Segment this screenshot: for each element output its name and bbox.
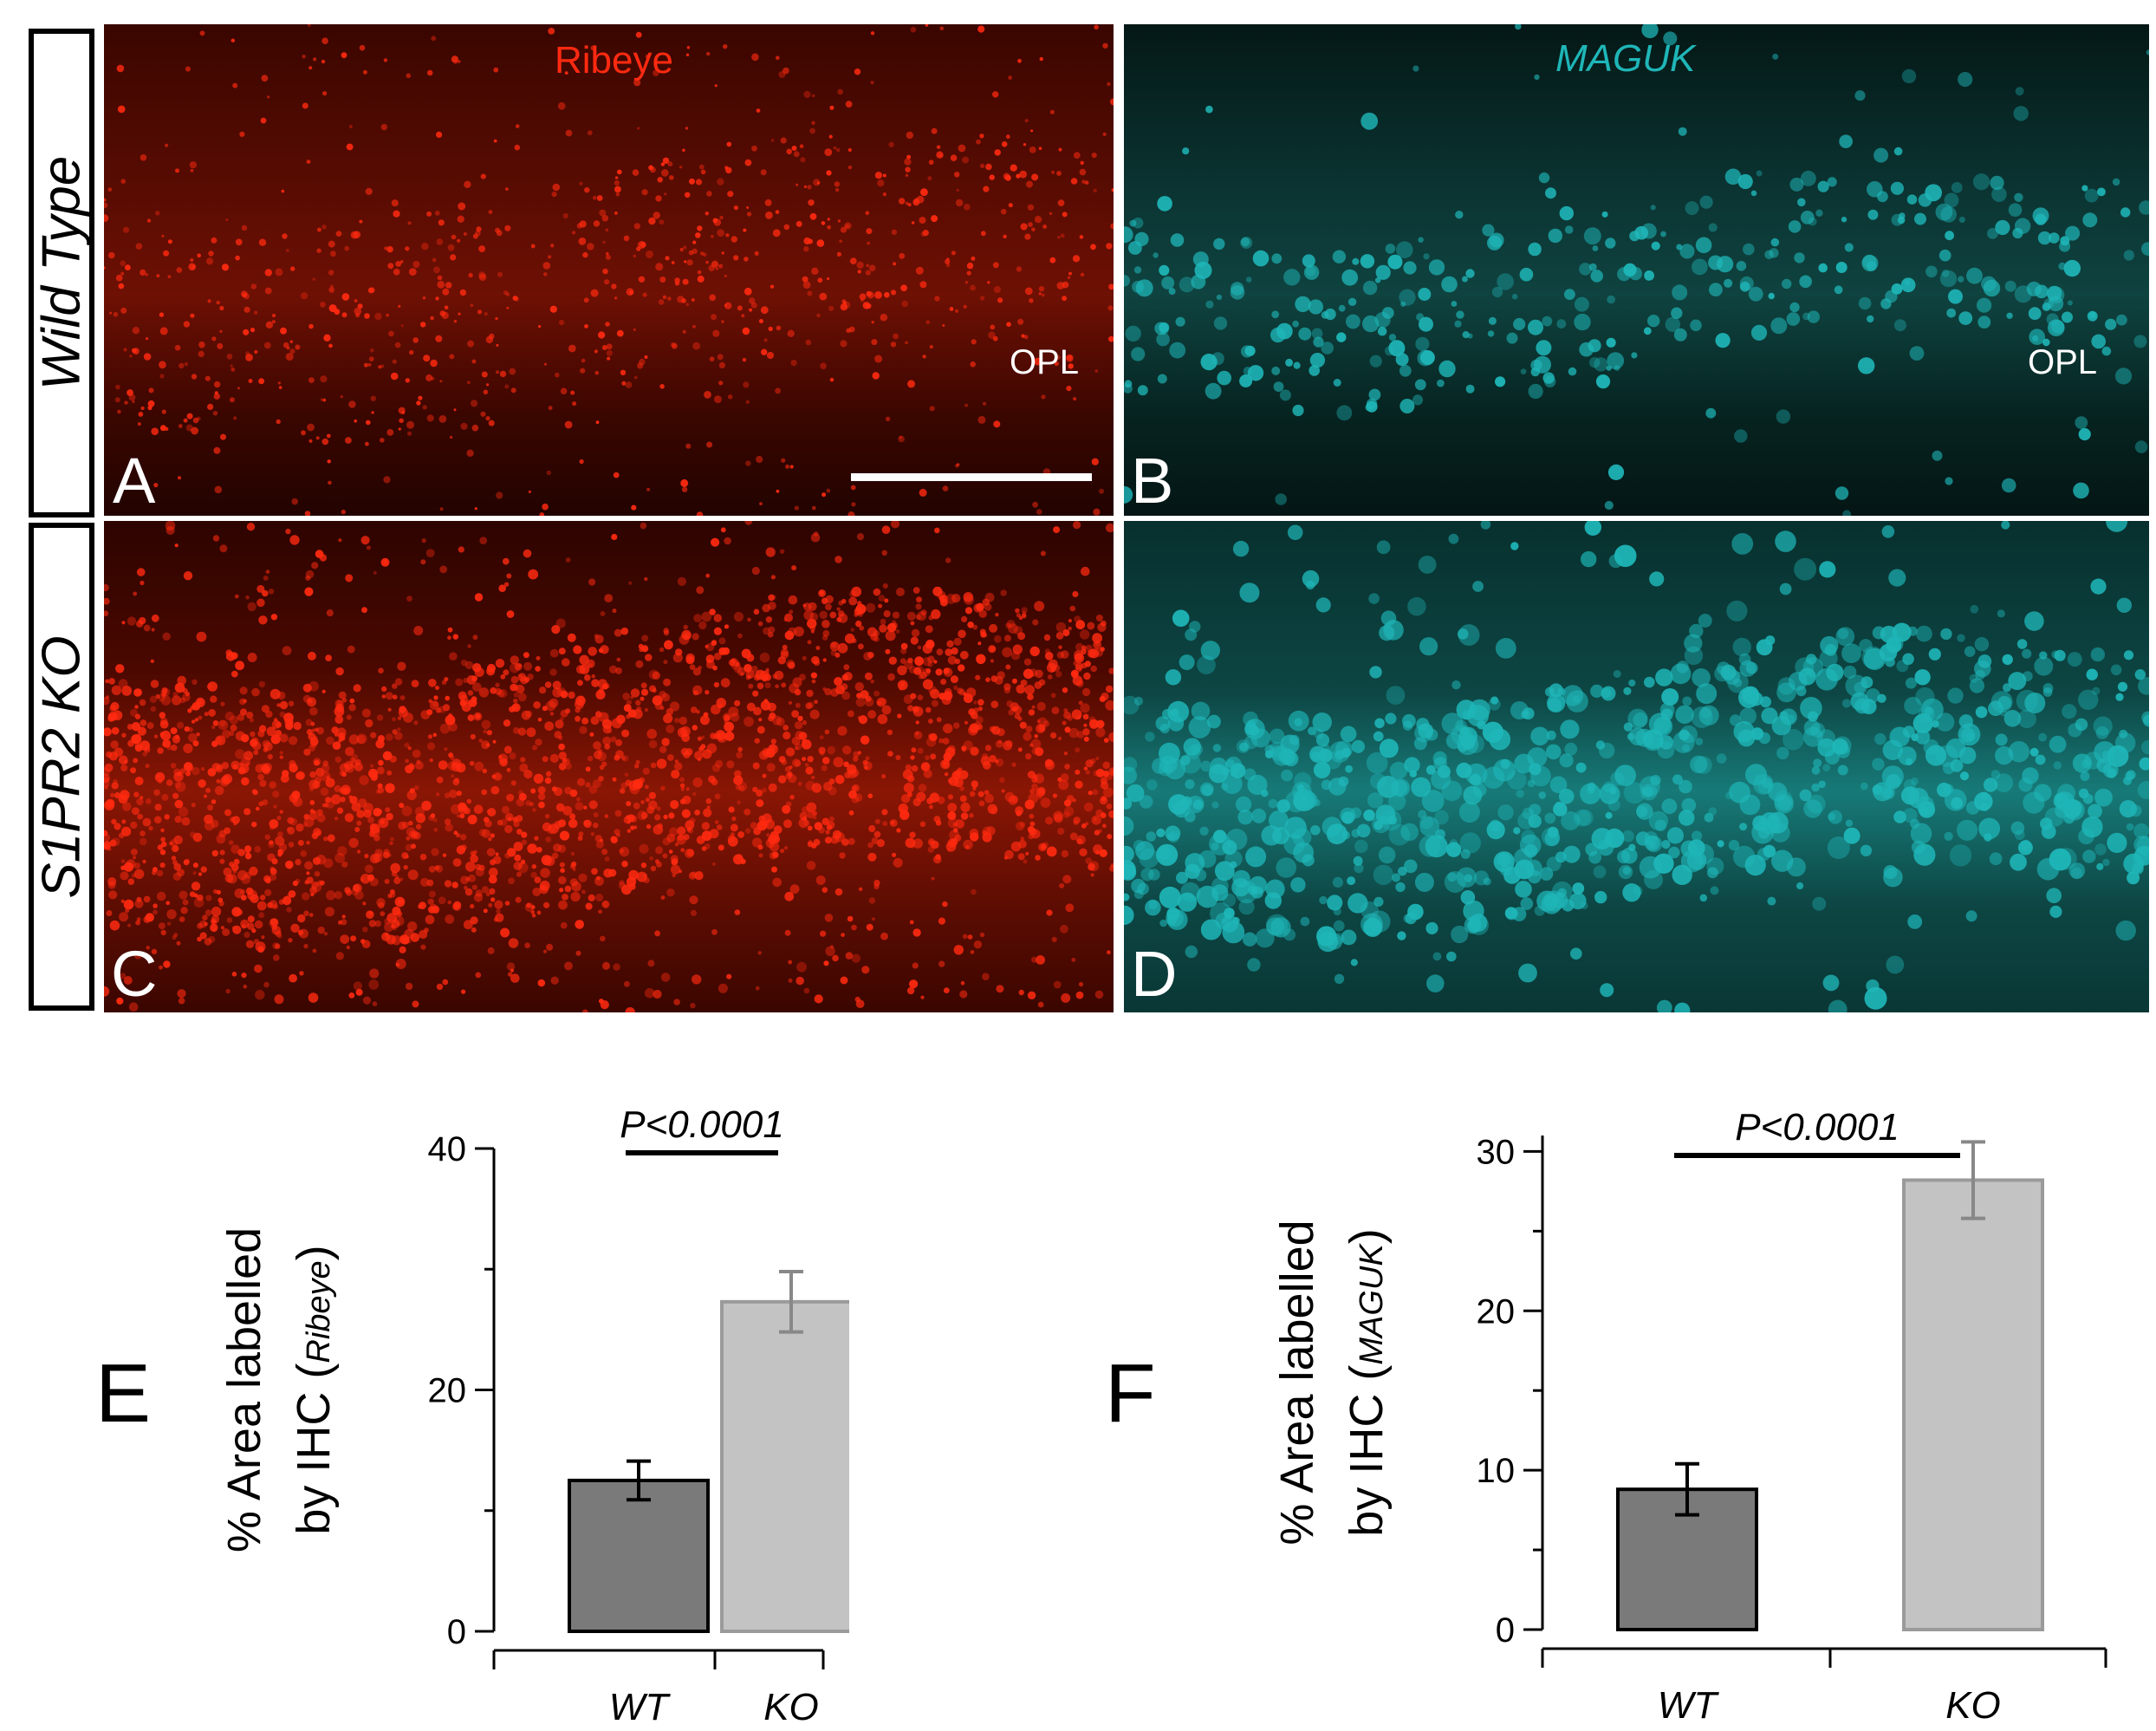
bar-ko xyxy=(720,1299,849,1633)
channel-label-ribeye: Ribeye xyxy=(555,39,673,81)
panel-letter-f: F xyxy=(1105,1347,1156,1440)
x-category-label: WT xyxy=(609,1686,672,1725)
region-label-opl: OPL xyxy=(2028,343,2098,381)
bar-ko xyxy=(1902,1178,2044,1631)
maguk-ko-image xyxy=(1124,521,2149,1012)
maguk-wt-image xyxy=(1124,24,2149,516)
x-category-label: WT xyxy=(1658,1684,1720,1725)
y-axis-label-line2: by IHC (Ribeye) xyxy=(288,1245,340,1534)
ribeye-wt-image xyxy=(104,24,1114,516)
micrograph-panel-c: C xyxy=(104,521,1114,1012)
panel-letter-b: B xyxy=(1131,445,1174,516)
bar-wt xyxy=(568,1478,710,1633)
row-label-s1pr2-ko: S1PR2 KO xyxy=(29,523,94,1011)
y-tick-label: 20 xyxy=(1477,1292,1516,1331)
y-tick-label: 0 xyxy=(1496,1611,1515,1650)
y-axis-label-line1: % Area labelled xyxy=(218,1227,270,1552)
y-tick-label: 30 xyxy=(1477,1133,1516,1171)
bar-chart-e: 0 20 40 WT KO P<0.0001 % Area labelled by IHC (… xyxy=(218,1103,849,1725)
panel-letter-a: A xyxy=(113,445,156,516)
row-label-text: Wild Type xyxy=(31,155,92,391)
micrograph-panel-b: MAGUK OPL B xyxy=(1124,24,2149,516)
y-axis-label-line2: by IHC (MAGUK) xyxy=(1341,1228,1393,1536)
panel-letter-e: E xyxy=(95,1347,152,1440)
scale-bar xyxy=(851,473,1092,481)
y-tick-label: 20 xyxy=(428,1372,467,1410)
ribeye-ko-image xyxy=(104,521,1114,1012)
row-label-text: S1PR2 KO xyxy=(31,634,92,899)
y-tick-label: 0 xyxy=(447,1613,466,1651)
bar-chart-f: 0 10 20 30 WT KO P<0.0001 % Area labelled by IHC… xyxy=(1271,1106,2107,1725)
x-category-label: KO xyxy=(1945,1684,2001,1725)
row-label-wild-type: Wild Type xyxy=(29,29,94,517)
micrograph-panel-d: D xyxy=(1124,521,2149,1012)
significance-label: P<0.0001 xyxy=(1735,1106,1899,1149)
micrograph-panel-a: Ribeye OPL A xyxy=(104,24,1114,516)
channel-label-maguk: MAGUK xyxy=(1555,37,1696,80)
y-axis-label-line1: % Area labelled xyxy=(1271,1220,1323,1545)
x-category-label: KO xyxy=(763,1686,819,1725)
panel-letter-c: C xyxy=(111,938,158,1010)
panel-letter-d: D xyxy=(1131,938,1178,1010)
y-tick-label: 40 xyxy=(428,1130,467,1168)
significance-label: P<0.0001 xyxy=(620,1103,784,1146)
region-label-opl: OPL xyxy=(1010,343,1080,381)
y-tick-label: 10 xyxy=(1477,1452,1516,1490)
